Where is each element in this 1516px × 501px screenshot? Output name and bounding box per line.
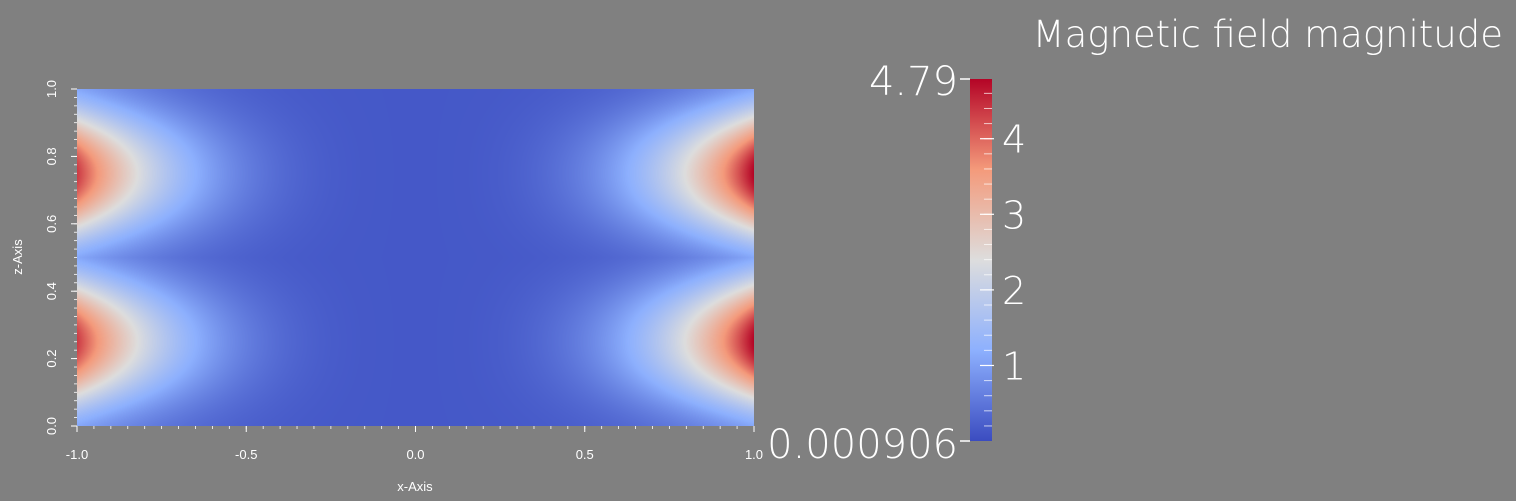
x-tick-label: 0.5 [576, 447, 594, 462]
colorbar: 1 2 3 4 4.79 0.000906 Magnetic field magnit… [767, 13, 1503, 468]
x-axis-ticks: -1.0 -0.5 0.0 0.5 1.0 [66, 426, 763, 462]
colorbar-tick-label: 1 [1002, 344, 1026, 388]
y-tick-label: 0.8 [44, 147, 59, 165]
colorbar-tick-label: 2 [1002, 269, 1026, 313]
plot-area [77, 89, 754, 426]
colorbar-tick-label: 3 [1002, 193, 1026, 237]
x-tick-label: 1.0 [745, 447, 763, 462]
y-tick-label: 0.6 [44, 215, 59, 233]
y-axis-title: z-Axis [10, 239, 25, 275]
y-tick-label: 0.0 [44, 417, 59, 435]
colorbar-tick-label: 4 [1002, 118, 1026, 162]
colorbar-tick-labels: 1 2 3 4 [980, 118, 1026, 388]
colorbar-title: Magnetic field magnitude [1033, 13, 1503, 56]
y-axis-ticks: 0.0 0.2 0.4 0.6 0.8 1.0 [44, 80, 77, 435]
x-tick-label: -1.0 [66, 447, 88, 462]
heatmap-field [77, 89, 754, 426]
colorbar-max-label: 4.79 [869, 59, 958, 105]
y-tick-label: 0.4 [44, 282, 59, 300]
y-tick-label: 1.0 [44, 80, 59, 98]
x-tick-label: 0.0 [406, 447, 424, 462]
x-axis-title: x-Axis [397, 479, 433, 494]
y-tick-label: 0.2 [44, 350, 59, 368]
colorbar-min-label: 0.000906 [767, 422, 958, 468]
x-tick-label: -0.5 [235, 447, 257, 462]
